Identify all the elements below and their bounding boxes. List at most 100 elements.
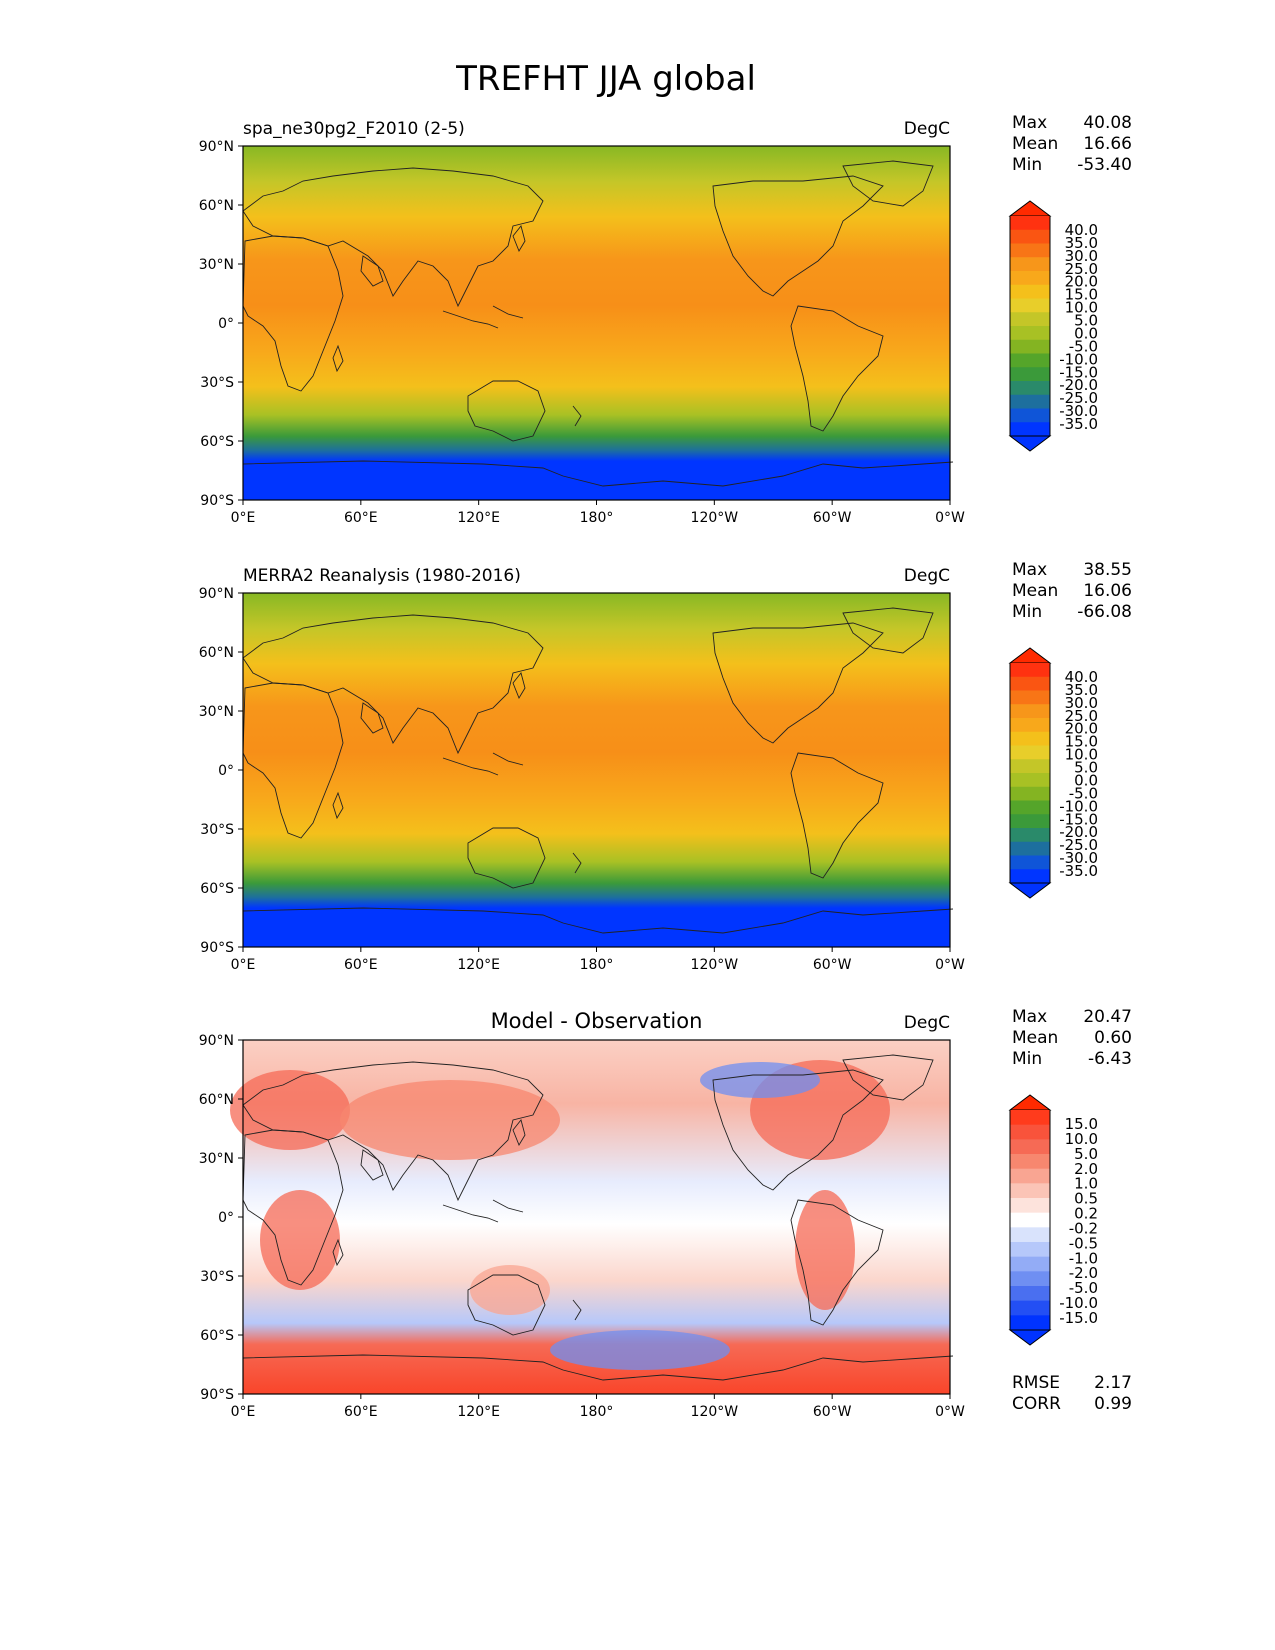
colorbar-band [1010,704,1050,719]
colorbar-frame [1009,1110,1051,1330]
colorbar-band [1010,1110,1050,1126]
colorbar-band [1010,869,1050,884]
colorbar-level-label: 10.0 [1065,299,1098,317]
colorbar-band [1010,1168,1050,1184]
colorbar-level-label: -1.0 [1069,1249,1098,1267]
colorbar-level-label: 10.0 [1065,1130,1098,1148]
colorbar-band [1010,1154,1050,1170]
y-tick-label: 30°S [200,822,234,838]
stat-label-max: Max [1012,113,1047,133]
stat-value-max: 38.55 [1083,560,1132,580]
colorbar-level-label: 2.0 [1074,1160,1098,1178]
colorbar-level-label: 20.0 [1065,273,1098,291]
stat-value-max: 20.47 [1083,1007,1132,1027]
colorbar-level-label: -15.0 [1059,1309,1098,1327]
colorbar-level-label: 25.0 [1065,707,1098,725]
x-tick-label: 180° [580,1404,614,1420]
colorbar-over [1008,647,1052,664]
y-tick-label: 0° [218,316,234,332]
stat-value-min: -6.43 [1088,1049,1132,1069]
colorbar-band [1010,284,1050,299]
colorbar-band [1010,257,1050,272]
y-tick-label: 30°N [199,1151,234,1167]
colorbar-band [1010,367,1050,382]
colorbar-band [1010,828,1050,843]
x-tick-label: 0°W [935,957,965,973]
colorbar-level-label: 30.0 [1065,694,1098,712]
x-tick-label: 0°E [231,957,256,973]
colorbar-band [1010,676,1050,691]
colorbar-level-label: -2.0 [1069,1264,1098,1282]
colorbar-under [1008,1329,1052,1346]
anomaly-patch [470,1265,550,1315]
y-tick-label: 90°N [199,139,234,155]
colorbar-level-label: 35.0 [1065,234,1098,252]
metric-label-rmse: RMSE [1012,1373,1060,1393]
stat-label-min: Min [1012,155,1042,175]
metric-value-corr: 0.99 [1094,1394,1132,1414]
colorbar-band [1010,408,1050,423]
anomaly-patch [260,1190,340,1290]
stat-value-min: -53.40 [1077,155,1132,175]
y-tick-label: 60°S [200,881,234,897]
colorbar-over [1008,1094,1052,1111]
colorbar-band [1010,718,1050,733]
x-tick-label: 60°E [344,510,378,526]
colorbar-level-label: -10.0 [1059,1294,1098,1312]
y-tick-label: 90°S [200,493,234,509]
colorbar-band [1010,422,1050,437]
colorbar-level-label: -35.0 [1059,415,1098,433]
x-tick-label: 0°E [231,510,256,526]
x-tick-label: 0°W [935,1404,965,1420]
colorbar-band [1010,786,1050,801]
anomaly-patch [795,1190,855,1310]
colorbar-level-label: 15.0 [1065,733,1098,751]
colorbar-level-label: -10.0 [1059,797,1098,815]
colorbar-level-label: 15.0 [1065,286,1098,304]
colorbar-level-label: -0.2 [1069,1219,1098,1237]
anomaly-patch [230,1070,350,1150]
y-tick-label: 90°N [199,586,234,602]
panel-title: Model - Observation [491,1009,703,1033]
colorbar-band [1010,1256,1050,1272]
colorbar-band [1010,1124,1050,1140]
x-tick-label: 120°E [457,1404,500,1420]
y-tick-label: 30°S [200,375,234,391]
stat-value-mean: 0.60 [1094,1028,1132,1048]
anomaly-patch [700,1062,820,1098]
colorbar-level-label: 20.0 [1065,720,1098,738]
colorbar-band [1010,1198,1050,1214]
colorbar-band [1010,1315,1050,1331]
panel-title: spa_ne30pg2_F2010 (2-5) [243,119,465,139]
y-tick-label: 30°N [199,257,234,273]
colorbar-band [1010,841,1050,856]
colorbar-level-label: 0.2 [1074,1205,1098,1223]
y-tick-label: 60°N [199,1092,234,1108]
units-label: DegC [904,566,950,586]
colorbar-band [1010,381,1050,396]
colorbar-under [1008,435,1052,452]
x-tick-label: 0°E [231,1404,256,1420]
colorbar-level-label: 5.0 [1074,1145,1098,1163]
metric-label-corr: CORR [1012,1394,1061,1414]
colorbar-band [1010,353,1050,368]
x-tick-label: 60°W [813,510,852,526]
colorbar-band [1010,1271,1050,1287]
colorbar-band [1010,1183,1050,1199]
x-tick-label: 180° [580,510,614,526]
x-tick-label: 60°W [813,1404,852,1420]
x-tick-label: 120°E [457,510,500,526]
colorbar-level-label: 5.0 [1074,312,1098,330]
colorbar-level-label: -0.5 [1069,1234,1098,1252]
colorbar-band [1010,312,1050,327]
y-tick-label: 30°N [199,704,234,720]
x-tick-label: 120°W [691,957,739,973]
x-tick-label: 60°W [813,957,852,973]
y-tick-label: 0° [218,1210,234,1226]
y-tick-label: 60°S [200,434,234,450]
colorbar-level-label: -15.0 [1059,363,1098,381]
colorbar-level-label: -35.0 [1059,862,1098,880]
colorbar-level-label: -20.0 [1059,823,1098,841]
y-tick-label: 90°N [199,1033,234,1049]
